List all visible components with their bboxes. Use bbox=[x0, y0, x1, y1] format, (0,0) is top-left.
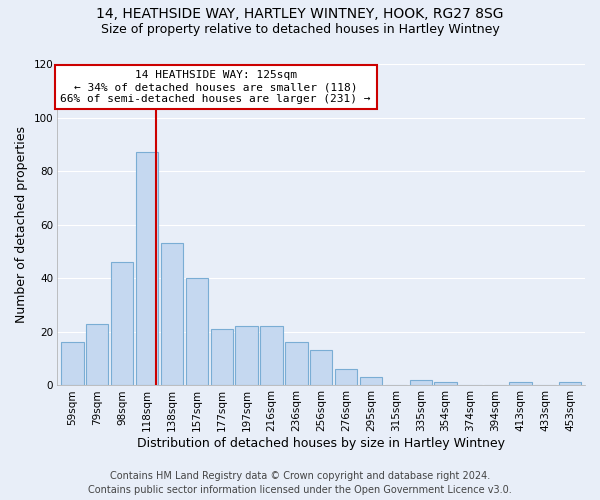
Bar bbox=[285, 342, 308, 385]
Text: 14, HEATHSIDE WAY, HARTLEY WINTNEY, HOOK, RG27 8SG: 14, HEATHSIDE WAY, HARTLEY WINTNEY, HOOK… bbox=[96, 8, 504, 22]
Bar bbox=[434, 382, 457, 385]
Text: Size of property relative to detached houses in Hartley Wintney: Size of property relative to detached ho… bbox=[101, 22, 499, 36]
Bar bbox=[161, 244, 183, 385]
Bar bbox=[185, 278, 208, 385]
Bar bbox=[360, 377, 382, 385]
Bar bbox=[86, 324, 109, 385]
Bar bbox=[211, 329, 233, 385]
Bar bbox=[335, 369, 358, 385]
Y-axis label: Number of detached properties: Number of detached properties bbox=[15, 126, 28, 323]
Bar bbox=[260, 326, 283, 385]
Bar bbox=[310, 350, 332, 385]
Bar bbox=[136, 152, 158, 385]
Bar bbox=[509, 382, 532, 385]
Bar bbox=[61, 342, 83, 385]
Bar bbox=[235, 326, 258, 385]
Bar bbox=[410, 380, 432, 385]
Bar bbox=[559, 382, 581, 385]
Text: Contains HM Land Registry data © Crown copyright and database right 2024.
Contai: Contains HM Land Registry data © Crown c… bbox=[88, 471, 512, 495]
Bar bbox=[111, 262, 133, 385]
Text: 14 HEATHSIDE WAY: 125sqm
← 34% of detached houses are smaller (118)
66% of semi-: 14 HEATHSIDE WAY: 125sqm ← 34% of detach… bbox=[61, 70, 371, 104]
X-axis label: Distribution of detached houses by size in Hartley Wintney: Distribution of detached houses by size … bbox=[137, 437, 505, 450]
